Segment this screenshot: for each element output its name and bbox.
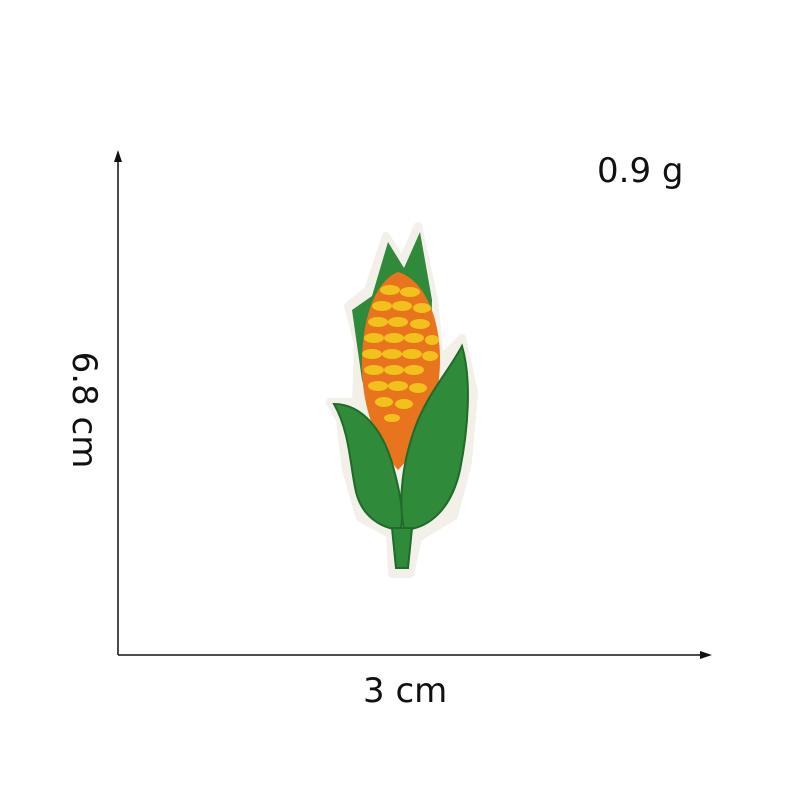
height-axis-arrow-icon [114, 150, 122, 162]
corn-patch-icon [326, 222, 478, 578]
width-axis-arrow-icon [700, 651, 712, 659]
weight-label: 0.9 g [597, 151, 684, 191]
corn-kernels [362, 285, 439, 422]
corn-stem [390, 527, 414, 569]
height-label: 6.8 cm [64, 351, 104, 469]
width-label: 3 cm [363, 671, 448, 711]
